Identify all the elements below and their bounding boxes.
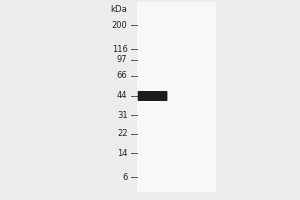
Text: 22: 22 — [117, 130, 128, 138]
Text: 14: 14 — [117, 148, 128, 158]
Text: 116: 116 — [112, 45, 127, 53]
Bar — [137, 2, 216, 192]
Text: 200: 200 — [112, 21, 127, 29]
Text: 66: 66 — [117, 72, 128, 80]
Text: kDa: kDa — [111, 4, 128, 14]
FancyBboxPatch shape — [138, 91, 167, 101]
Text: 97: 97 — [117, 55, 128, 64]
Text: 6: 6 — [122, 172, 128, 182]
Text: 44: 44 — [117, 92, 128, 100]
Text: 31: 31 — [117, 110, 128, 119]
